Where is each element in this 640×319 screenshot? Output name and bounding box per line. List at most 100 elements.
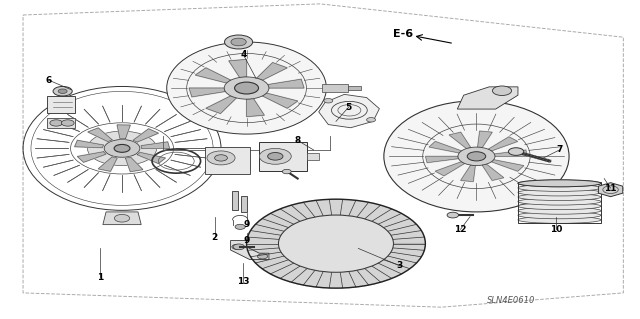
Circle shape [232, 244, 242, 249]
Circle shape [540, 203, 552, 210]
Polygon shape [189, 88, 225, 97]
Text: 7: 7 [556, 145, 563, 154]
Text: SLN4E0610: SLN4E0610 [488, 296, 536, 305]
Polygon shape [125, 157, 143, 172]
Bar [241, 196, 246, 212]
Circle shape [58, 89, 67, 93]
Circle shape [88, 131, 157, 166]
Ellipse shape [518, 212, 601, 219]
Polygon shape [230, 241, 269, 260]
Ellipse shape [518, 198, 601, 205]
Polygon shape [426, 156, 458, 163]
Circle shape [324, 99, 333, 103]
Polygon shape [137, 152, 165, 164]
Circle shape [492, 86, 511, 95]
Text: 3: 3 [397, 261, 403, 271]
Polygon shape [141, 142, 170, 148]
Circle shape [367, 118, 376, 122]
Polygon shape [117, 125, 131, 139]
Text: 5: 5 [346, 103, 352, 112]
Polygon shape [429, 141, 461, 153]
Circle shape [282, 169, 291, 174]
Polygon shape [257, 63, 287, 80]
Circle shape [115, 214, 130, 222]
Polygon shape [77, 152, 106, 162]
Circle shape [278, 215, 394, 272]
Polygon shape [133, 129, 159, 142]
Polygon shape [206, 96, 236, 114]
Circle shape [257, 254, 268, 259]
Bar [205, 147, 250, 174]
Ellipse shape [167, 42, 326, 134]
Bar [348, 86, 361, 90]
Circle shape [235, 82, 259, 94]
Circle shape [233, 244, 244, 250]
Polygon shape [47, 118, 76, 128]
Circle shape [114, 145, 130, 152]
Polygon shape [228, 59, 246, 78]
Ellipse shape [518, 180, 601, 187]
Bar [259, 142, 307, 171]
Text: 8: 8 [294, 136, 301, 145]
Text: 6: 6 [45, 76, 52, 85]
Polygon shape [532, 195, 560, 212]
Text: 11: 11 [604, 184, 617, 193]
Circle shape [508, 148, 524, 155]
Ellipse shape [518, 203, 601, 210]
Ellipse shape [518, 189, 601, 196]
Polygon shape [47, 96, 76, 114]
Polygon shape [191, 96, 211, 117]
Circle shape [225, 35, 253, 49]
Text: 10: 10 [550, 225, 563, 234]
Ellipse shape [518, 194, 601, 201]
Bar [232, 191, 237, 210]
Bar [518, 182, 601, 223]
Ellipse shape [518, 216, 601, 223]
Polygon shape [88, 128, 112, 142]
Polygon shape [319, 94, 380, 128]
Polygon shape [435, 162, 465, 176]
Circle shape [259, 148, 291, 164]
Polygon shape [477, 131, 492, 148]
Text: 2: 2 [211, 233, 218, 242]
Text: 12: 12 [454, 225, 467, 234]
Polygon shape [598, 183, 623, 197]
Bar [323, 84, 348, 92]
Circle shape [467, 152, 486, 161]
Text: 9: 9 [243, 220, 250, 229]
Text: 9: 9 [243, 236, 250, 245]
Circle shape [231, 38, 246, 46]
Polygon shape [195, 68, 231, 83]
Text: 13: 13 [237, 277, 250, 286]
Circle shape [61, 120, 74, 126]
Ellipse shape [384, 101, 569, 212]
Polygon shape [461, 165, 476, 182]
Circle shape [224, 77, 269, 99]
Polygon shape [99, 157, 117, 171]
Circle shape [458, 147, 495, 166]
Text: 4: 4 [240, 50, 246, 59]
Polygon shape [488, 137, 518, 151]
Polygon shape [262, 93, 298, 108]
Polygon shape [268, 79, 304, 88]
Circle shape [235, 224, 245, 229]
Polygon shape [246, 99, 264, 117]
Polygon shape [75, 140, 104, 148]
Polygon shape [492, 160, 524, 171]
Polygon shape [103, 212, 141, 225]
Ellipse shape [518, 180, 601, 187]
Ellipse shape [518, 207, 601, 214]
Text: E-6: E-6 [394, 29, 413, 39]
Polygon shape [449, 132, 471, 149]
Circle shape [268, 152, 283, 160]
Circle shape [207, 151, 235, 165]
Bar [307, 152, 319, 160]
Circle shape [53, 86, 72, 96]
Ellipse shape [518, 184, 601, 191]
Circle shape [447, 212, 459, 218]
Polygon shape [482, 164, 504, 181]
Polygon shape [458, 87, 518, 109]
Circle shape [214, 155, 227, 161]
Polygon shape [246, 199, 426, 288]
Polygon shape [494, 150, 527, 156]
